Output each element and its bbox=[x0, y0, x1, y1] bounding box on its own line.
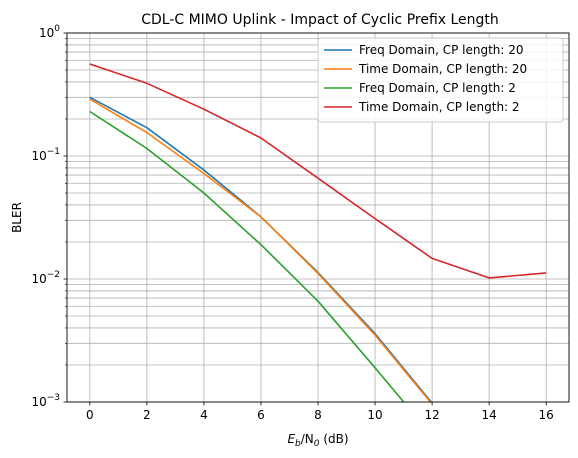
series-lines bbox=[89, 63, 547, 402]
x-tick-label: 2 bbox=[143, 408, 151, 422]
series-line-3 bbox=[89, 110, 405, 402]
x-tick-label: 8 bbox=[314, 408, 322, 422]
legend-label-3: Freq Domain, CP length: 2 bbox=[359, 81, 516, 95]
legend-label-1: Freq Domain, CP length: 20 bbox=[359, 43, 524, 57]
legend-label-4: Time Domain, CP length: 2 bbox=[358, 100, 520, 114]
x-tick-label: 4 bbox=[200, 408, 208, 422]
y-tick-label: 10−2 bbox=[31, 270, 60, 286]
series-line-4 bbox=[89, 63, 547, 279]
x-tick-label: 12 bbox=[424, 408, 439, 422]
y-tick-label: 10−1 bbox=[31, 147, 60, 163]
legend: Freq Domain, CP length: 20 Time Domain, C… bbox=[317, 37, 564, 123]
plot-frame bbox=[66, 32, 570, 403]
x-tick-label: 0 bbox=[86, 408, 94, 422]
x-axis-label: Eb/N0 (dB) bbox=[287, 432, 348, 449]
x-tick-label: 10 bbox=[367, 408, 382, 422]
x-tick-label: 6 bbox=[257, 408, 265, 422]
axis-ticks: 0 2 4 6 8 10 12 14 16 10−3 10−2 10−1 100 bbox=[31, 24, 553, 422]
y-tick-label: 10−3 bbox=[31, 393, 60, 409]
x-tick-label: 16 bbox=[539, 408, 554, 422]
legend-label-2: Time Domain, CP length: 20 bbox=[358, 62, 527, 76]
y-tick-label: 100 bbox=[39, 24, 60, 40]
x-tick-label: 14 bbox=[481, 408, 496, 422]
legend-box bbox=[317, 37, 564, 123]
chart-title: CDL-C MIMO Uplink - Impact of Cyclic Pre… bbox=[141, 12, 499, 28]
series-line-2 bbox=[89, 98, 432, 402]
y-axis-label: BLER bbox=[10, 202, 24, 233]
